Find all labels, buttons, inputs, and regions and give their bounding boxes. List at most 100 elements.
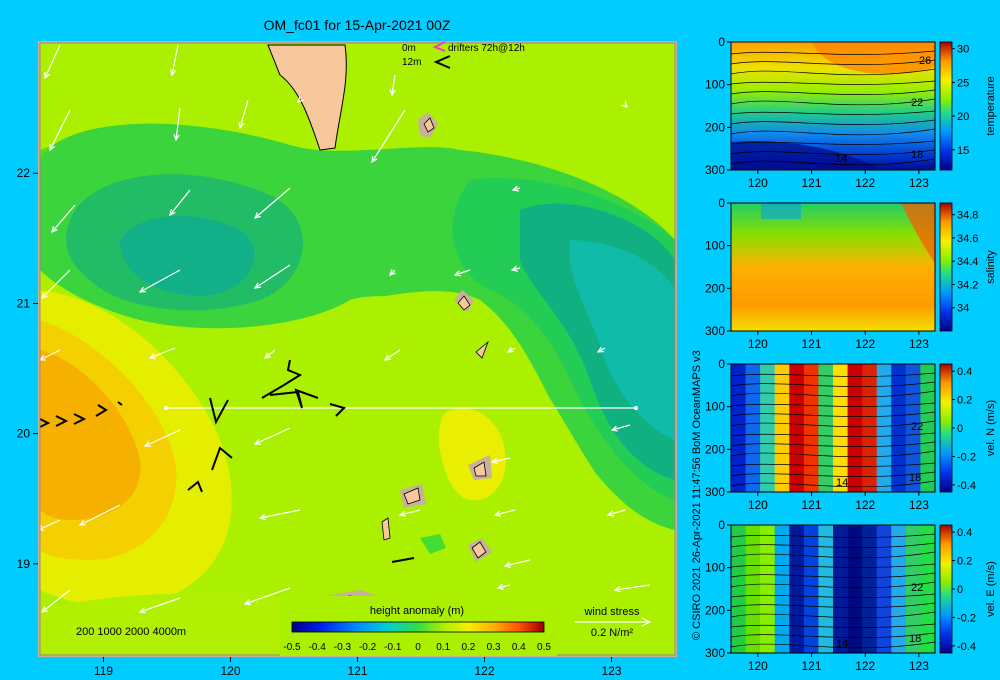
section-line-start xyxy=(164,406,168,410)
cold-pool xyxy=(731,141,881,170)
colorbar-tick-label: 0.3 xyxy=(487,642,501,653)
contour-label: 14 xyxy=(836,477,848,489)
section-field-column xyxy=(731,525,747,653)
wind-arrow xyxy=(504,559,531,567)
colorbar-gradient xyxy=(291,621,545,633)
chart-title: OM_fc01 for 15-Apr-2021 00Z xyxy=(264,17,451,33)
drifter-track xyxy=(95,404,108,417)
drifter-track xyxy=(329,403,346,417)
wind-arrowhead xyxy=(40,354,47,361)
wind-arrowhead xyxy=(610,425,619,432)
section-frame xyxy=(730,363,936,493)
section-variable-label: salinity xyxy=(985,250,997,284)
section-field-column xyxy=(818,525,834,653)
wind-arrowhead xyxy=(506,346,515,353)
isotherm-contour xyxy=(730,402,936,407)
wind-arrow xyxy=(494,509,516,516)
isotherm-contour xyxy=(730,623,936,628)
section-y-tick-label: 300 xyxy=(705,163,725,177)
section-x-tick-label: 121 xyxy=(802,337,822,351)
wind-arrow xyxy=(254,264,291,289)
section-colorbar-label: -0.4 xyxy=(957,641,976,653)
section-field-column xyxy=(862,364,878,492)
wind-arrow xyxy=(254,187,291,219)
section-field-column xyxy=(774,525,790,653)
section-frame xyxy=(730,524,936,654)
isotherm-contour xyxy=(730,632,936,638)
island-5 xyxy=(403,487,421,505)
vertical-sections: 26 22 18 14 0 100 200 300 120 121 122 123 30 25 20 15 te… xyxy=(705,35,997,673)
isotherm-contour xyxy=(730,381,936,387)
eddy-west-core xyxy=(120,216,255,296)
wind-arrowhead xyxy=(138,286,147,293)
section-y-tick-label: 200 xyxy=(705,603,725,617)
section-field-column xyxy=(891,525,907,653)
wind-arrowhead xyxy=(253,282,262,289)
high-south xyxy=(40,593,320,655)
drifter-track xyxy=(187,480,203,493)
isotherm-contour xyxy=(730,420,936,428)
section-frame xyxy=(730,202,936,332)
wind-arrow xyxy=(384,349,401,361)
wind-arrowhead xyxy=(621,101,628,108)
map-y-tick-label: 22 xyxy=(17,166,31,180)
section-field-column xyxy=(803,364,819,492)
wind-stress-scale-value: 0.2 N/m² xyxy=(591,627,634,639)
colorbar-tick-label: 0.2 xyxy=(461,642,475,653)
colorbar-tick-label: -0.4 xyxy=(309,642,327,653)
wind-arrowhead xyxy=(143,440,152,447)
section-colorbar xyxy=(939,524,953,654)
colorbar-tick-label: 0.5 xyxy=(537,642,551,653)
isotherm-contour xyxy=(730,581,936,589)
section-x-tick-label: 120 xyxy=(748,337,768,351)
wind-arrowhead xyxy=(138,607,147,614)
section-x-tick-label: 122 xyxy=(855,659,875,673)
drifter-track xyxy=(391,557,415,563)
isotherm-contour xyxy=(730,441,936,447)
section-variable-label: temperature xyxy=(985,76,997,135)
colorbar-tick-label: -0.5 xyxy=(283,642,301,653)
section-y-tick-label: 200 xyxy=(705,281,725,295)
wind-arrow xyxy=(144,429,181,447)
isotherm-contour xyxy=(730,80,936,85)
section-colorbar-label: 0.2 xyxy=(957,395,972,407)
wind-arrowhead xyxy=(511,185,520,192)
section-y-tick-label: 100 xyxy=(705,400,725,414)
section-colorbar-label: -0.2 xyxy=(957,451,976,463)
isotherm-contour xyxy=(730,593,936,598)
isotherm-contour xyxy=(730,432,936,437)
wind-arrow xyxy=(41,269,71,299)
section-y-tick-label: 100 xyxy=(705,561,725,575)
isotherm-contour xyxy=(730,140,936,145)
section-y-tick-label: 0 xyxy=(718,357,725,371)
drifter-track xyxy=(40,417,51,429)
isotherm-contour xyxy=(730,119,936,125)
section-field-column xyxy=(789,364,805,492)
section-field-column xyxy=(876,525,892,653)
wind-arrowhead xyxy=(606,510,615,517)
section-y-tick-label: 300 xyxy=(705,646,725,660)
drifter-legend-symbol-0m xyxy=(432,41,446,52)
contour-label: 18 xyxy=(909,472,921,484)
wind-arrowhead xyxy=(258,513,266,521)
isotherm-contour xyxy=(730,68,936,76)
section-colorbar-label: 0.4 xyxy=(957,527,972,539)
section-x-tick-label: 123 xyxy=(909,176,929,190)
wind-stress-arrows xyxy=(30,44,651,614)
section-colorbar-label: 15 xyxy=(957,145,969,157)
section-colorbar-label: 0 xyxy=(957,584,963,596)
contour-label: 18 xyxy=(909,633,921,645)
eddy-east-core xyxy=(569,240,675,440)
wind-arrowhead xyxy=(30,428,36,433)
wind-arrowhead xyxy=(238,121,245,130)
wind-arrowhead xyxy=(490,457,498,464)
contour-band-light-green-central xyxy=(339,296,675,600)
wind-arrowhead xyxy=(243,599,252,606)
wind-arrowhead xyxy=(40,606,48,613)
isotherm-contour xyxy=(730,128,936,136)
contour-label: 26 xyxy=(919,55,931,67)
wind-arrowhead xyxy=(41,292,48,299)
wind-arrow xyxy=(371,109,406,163)
wind-arrow xyxy=(49,109,71,151)
isotherm-contour xyxy=(730,641,936,649)
